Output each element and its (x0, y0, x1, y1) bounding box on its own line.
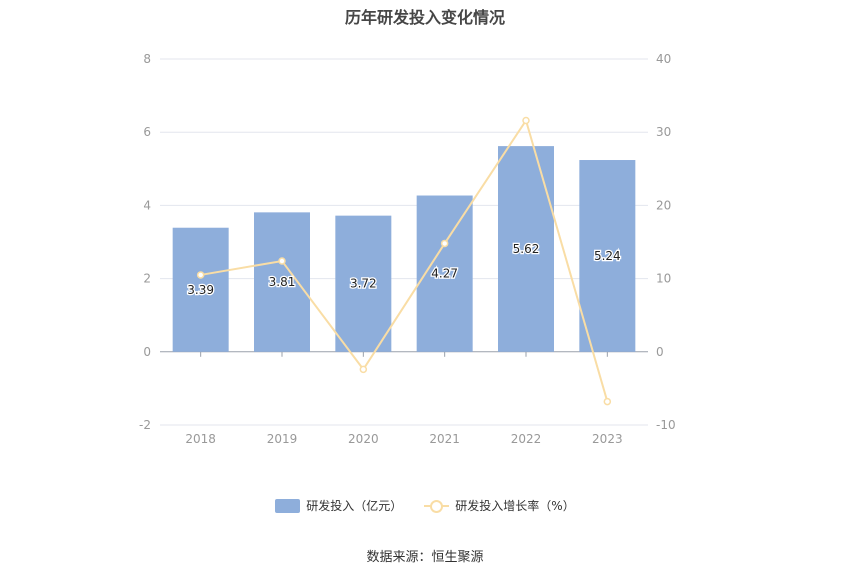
growth-point (359, 365, 368, 374)
growth-line (200, 118, 609, 402)
bar-value-label: 5.62 (513, 242, 540, 256)
legend-line-swatch (424, 499, 450, 513)
legend: 研发投入（亿元） 研发投入增长率（%） (0, 497, 850, 514)
y-right-tick-label: 20 (656, 198, 671, 212)
bar-layer (172, 146, 636, 352)
bar-value-label: 3.81 (269, 275, 296, 289)
growth-point (522, 116, 530, 125)
x-tick-label: 2023 (592, 432, 623, 446)
growth-point (196, 271, 205, 279)
bar (254, 212, 310, 352)
growth-point (278, 257, 286, 265)
legend-bar-label: 研发投入（亿元） (306, 499, 403, 513)
bar (498, 146, 554, 352)
x-tick-label: 2018 (185, 432, 216, 446)
y-left-tick-label: 4 (143, 198, 151, 212)
y-right-tick-label: 10 (656, 272, 671, 286)
x-tick-label: 2019 (267, 432, 298, 446)
y-right-tick-label: 30 (656, 125, 671, 139)
legend-bar-swatch (275, 498, 301, 513)
y-right-tick-label: 0 (656, 345, 664, 359)
y-left-tick-label: 8 (143, 52, 151, 66)
chart-title: 历年研发投入变化情况 (344, 8, 505, 27)
bar-value-label: 3.39 (187, 283, 214, 297)
bar (335, 215, 392, 352)
legend-item-bar[interactable]: 研发投入（亿元） (275, 497, 402, 514)
growth-point (440, 239, 449, 248)
legend-item-line[interactable]: 研发投入增长率（%） (424, 497, 575, 514)
legend-line-label: 研发投入增长率（%） (455, 499, 575, 513)
bar-value-label: 3.72 (350, 277, 377, 291)
source-note: 数据来源：恒生聚源 (366, 550, 484, 565)
x-tick-label: 2021 (429, 432, 460, 446)
y-right-tick-label: 40 (656, 52, 671, 66)
y-left-tick-label: 6 (143, 125, 151, 139)
grid-layer (160, 58, 648, 426)
label-layer: 3.39 3.81 3.72 4.27 5.62 5.24 (186, 241, 622, 298)
line-layer (196, 116, 612, 406)
bar (172, 227, 229, 352)
bar (579, 160, 636, 352)
axis-layer: -2 0 2 4 6 8 -10 0 10 20 30 40 2018 2019 2020 2021 2022 2… (139, 52, 676, 446)
bar-value-label: 4.27 (431, 267, 458, 281)
y-left-tick-label: 2 (143, 272, 151, 286)
y-right-tick-label: -10 (656, 418, 676, 432)
y-left-tick-label: 0 (143, 345, 151, 359)
x-tick-label: 2020 (348, 432, 379, 446)
growth-point (603, 397, 612, 406)
bar-value-label: 5.24 (594, 249, 621, 263)
x-tick-label: 2022 (511, 432, 542, 446)
y-left-tick-label: -2 (139, 418, 151, 432)
